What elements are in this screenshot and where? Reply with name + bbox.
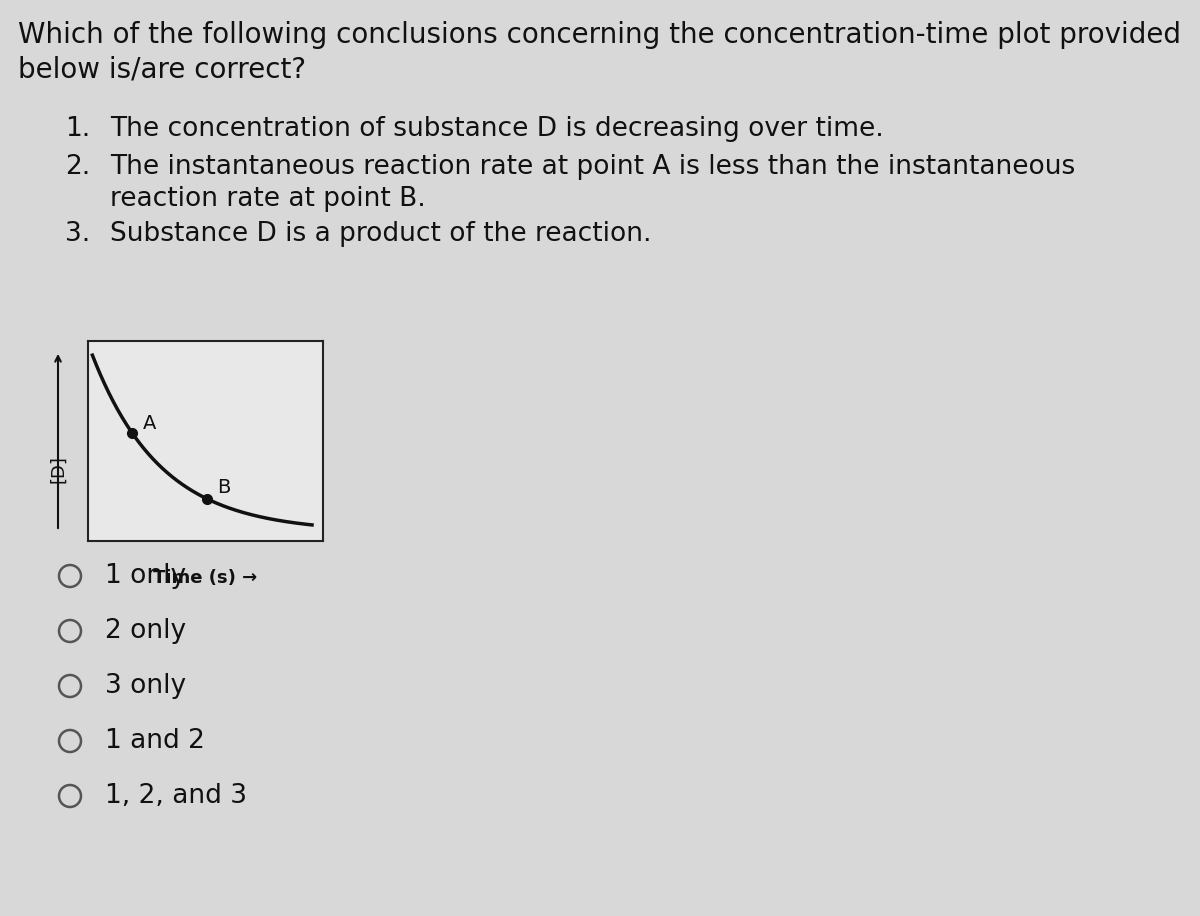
Text: 1 only: 1 only	[106, 563, 186, 589]
Text: The concentration of substance D is decreasing over time.: The concentration of substance D is decr…	[110, 116, 883, 142]
Text: The instantaneous reaction rate at point A is less than the instantaneous: The instantaneous reaction rate at point…	[110, 154, 1075, 180]
Text: Which of the following conclusions concerning the concentration-time plot provid: Which of the following conclusions conce…	[18, 21, 1181, 49]
Text: 1.: 1.	[65, 116, 90, 142]
Text: 3 only: 3 only	[106, 673, 186, 699]
Text: 3.: 3.	[65, 221, 90, 247]
Text: below is/are correct?: below is/are correct?	[18, 56, 306, 84]
Text: Time (s) →: Time (s) →	[154, 569, 258, 587]
Text: [D]: [D]	[49, 455, 67, 483]
Text: Substance D is a product of the reaction.: Substance D is a product of the reaction…	[110, 221, 652, 247]
Text: 2.: 2.	[65, 154, 90, 180]
Text: 2 only: 2 only	[106, 618, 186, 644]
Text: B: B	[217, 478, 230, 497]
Text: A: A	[143, 414, 156, 433]
Text: 1 and 2: 1 and 2	[106, 728, 205, 754]
Text: 1, 2, and 3: 1, 2, and 3	[106, 783, 247, 809]
Text: reaction rate at point B.: reaction rate at point B.	[110, 186, 426, 212]
